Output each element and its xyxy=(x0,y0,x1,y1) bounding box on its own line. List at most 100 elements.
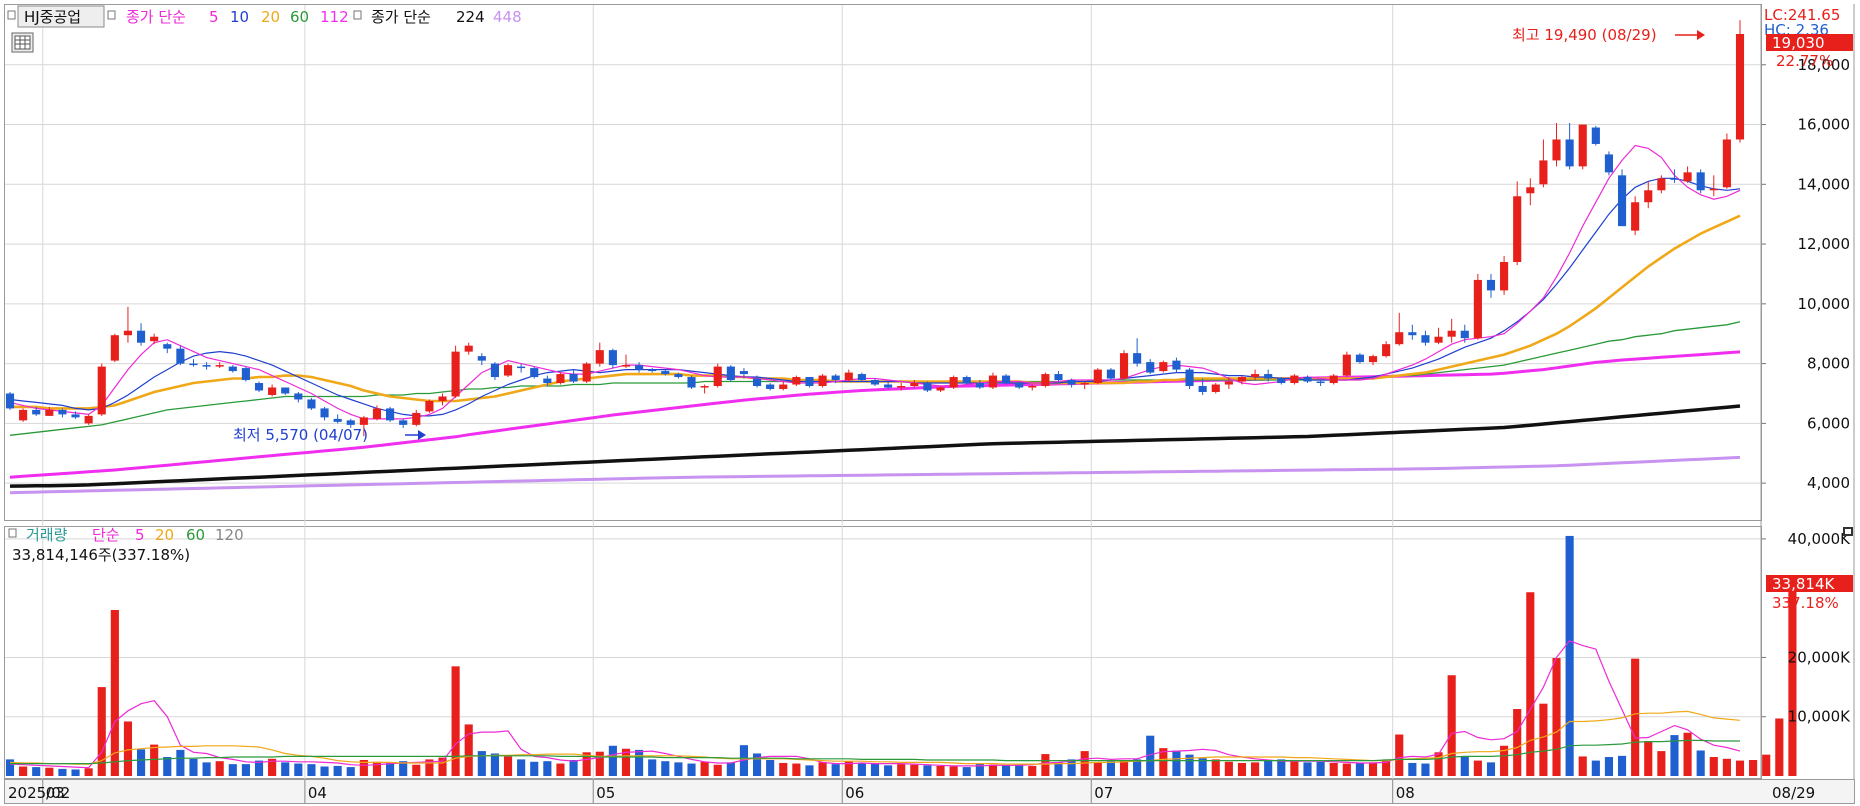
candle-body xyxy=(110,335,119,361)
candle-body xyxy=(1722,139,1731,188)
volume-bar xyxy=(700,761,709,776)
candle-body xyxy=(1578,124,1587,167)
data-table-icon[interactable] xyxy=(11,32,34,53)
candle-body xyxy=(412,412,421,425)
candle-body xyxy=(399,420,408,425)
candle-body xyxy=(1342,354,1351,376)
volume-bar xyxy=(726,762,735,776)
candle-body xyxy=(19,409,28,421)
candle-body xyxy=(910,383,919,387)
volume-tag-box xyxy=(1766,575,1853,592)
volume-bar xyxy=(84,768,93,776)
volume-bar xyxy=(1513,709,1522,776)
candle-body xyxy=(1316,381,1325,384)
volume-bar xyxy=(1749,759,1758,776)
volume-bar xyxy=(1762,754,1771,776)
volume-bar xyxy=(189,758,198,776)
candle-body xyxy=(359,417,368,425)
candle-body xyxy=(988,375,998,388)
volume-bar xyxy=(1264,760,1273,776)
legend-ma10: 10 xyxy=(230,8,249,26)
candle-body xyxy=(844,372,853,381)
candle-body xyxy=(1683,172,1692,182)
candle-body xyxy=(268,387,277,395)
candle-body xyxy=(464,345,473,352)
x-axis-end-label: 08/29 xyxy=(1772,784,1815,802)
candle-body xyxy=(425,400,434,412)
candle-body xyxy=(1224,381,1233,385)
volume-bar xyxy=(1539,703,1548,776)
volume-label: 거래량 xyxy=(26,526,68,544)
volume-bar xyxy=(713,764,722,776)
legend-marker-icon xyxy=(7,10,16,20)
volume-y-tick: 20,000K xyxy=(1788,648,1851,666)
price-y-tick: 4,000 xyxy=(1807,474,1850,492)
volume-bar xyxy=(648,759,657,776)
x-axis-start-label: 2025/02 xyxy=(8,784,70,802)
candle-body xyxy=(661,371,670,375)
candle-body xyxy=(1735,33,1745,140)
candle-body xyxy=(975,383,984,388)
legend-ma60: 60 xyxy=(290,8,309,26)
candle-body xyxy=(582,363,591,382)
stock-name[interactable]: HJ중공업 xyxy=(24,8,81,26)
volume-bar xyxy=(45,767,54,776)
panel-collapse-icon[interactable] xyxy=(1843,527,1853,536)
candle-body xyxy=(294,393,303,400)
month-label: 07 xyxy=(1094,784,1113,802)
candle-body xyxy=(490,363,499,378)
volume-bar xyxy=(556,763,565,776)
candle-body xyxy=(1067,380,1076,385)
volume-bar xyxy=(674,762,683,776)
volume-bar xyxy=(1355,762,1364,776)
candle-body xyxy=(1329,375,1338,384)
legend-sma-label-2: 종가 단순 xyxy=(371,8,431,26)
volume-summary: 33,814,146주(337.18%) xyxy=(12,546,190,564)
candle-body xyxy=(1106,369,1115,379)
volume-bar xyxy=(897,764,906,776)
candle-body xyxy=(936,387,945,391)
volume-ma5-line xyxy=(9,640,1741,769)
candle-body xyxy=(1408,332,1417,336)
low-arrow-icon xyxy=(405,430,426,440)
price-legend: HJ중공업 종가 단순 5 10 20 60 112 종가 단순 224 448 xyxy=(7,5,522,28)
candle-body xyxy=(228,366,237,372)
candle-body xyxy=(136,330,146,343)
candle-body xyxy=(1211,384,1220,392)
candle-body xyxy=(1028,386,1037,388)
volume-change: 337.18% xyxy=(1772,594,1839,612)
x-axis-bar xyxy=(4,779,1855,804)
legend-sma-label: 종가 단순 xyxy=(126,8,186,26)
candle-body xyxy=(831,375,840,381)
volume-bar xyxy=(1041,754,1050,776)
candle-body xyxy=(372,408,382,419)
candle-body xyxy=(1591,127,1600,144)
volume-bar xyxy=(268,758,277,776)
price-y-tick: 10,000 xyxy=(1798,295,1851,313)
candle-body xyxy=(1617,175,1627,227)
candle-body xyxy=(1159,362,1168,372)
volume-bar xyxy=(163,757,172,776)
candle-body xyxy=(884,384,893,388)
high-arrow-icon xyxy=(1675,30,1705,40)
volume-bar xyxy=(1644,741,1653,776)
volume-bar xyxy=(831,764,840,776)
volume-bar xyxy=(1290,761,1299,776)
ma224-line xyxy=(9,404,1741,488)
volume-bar xyxy=(621,748,631,776)
volume-y-tick: 40,000K xyxy=(1788,530,1851,548)
legend-marker-icon xyxy=(8,528,17,538)
candle-body xyxy=(189,363,198,366)
low-annotation: 최저 5,570 (04/07) xyxy=(233,426,368,444)
candle-layer xyxy=(5,20,1745,437)
candle-body xyxy=(1644,190,1653,203)
volume-bar xyxy=(1251,762,1260,776)
candle-body xyxy=(621,365,631,367)
volume-bar xyxy=(320,766,329,776)
volume-bar xyxy=(97,687,106,776)
candle-body xyxy=(1460,330,1469,339)
volume-bar xyxy=(1001,765,1011,776)
candle-body xyxy=(1119,353,1129,379)
volume-bar xyxy=(1709,757,1718,776)
stock-name-box[interactable] xyxy=(17,5,105,28)
